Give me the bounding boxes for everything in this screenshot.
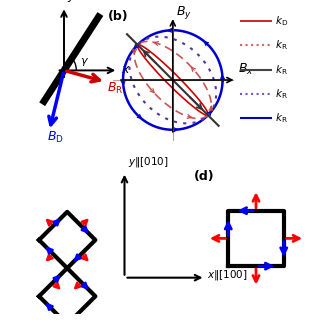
Text: $k_{\rm R}$: $k_{\rm R}$ — [275, 111, 288, 125]
Text: $B_x$: $B_x$ — [237, 62, 253, 77]
Text: (b): (b) — [108, 10, 129, 23]
Text: (d): (d) — [194, 170, 215, 182]
Text: $B_y$: $B_y$ — [176, 4, 192, 21]
Text: $k_{\rm R}$: $k_{\rm R}$ — [275, 38, 288, 52]
Text: $B_{\rm R}$: $B_{\rm R}$ — [107, 81, 124, 96]
Text: $\gamma$: $\gamma$ — [80, 56, 89, 68]
Text: $x$: $x$ — [121, 63, 131, 76]
Text: $B_{\rm D}$: $B_{\rm D}$ — [47, 130, 64, 145]
Text: $k_{\rm R}$: $k_{\rm R}$ — [275, 87, 288, 101]
Text: $k_{\rm D}$: $k_{\rm D}$ — [275, 14, 288, 28]
Text: $y$: $y$ — [67, 0, 77, 4]
Text: $x\|[100]$: $x\|[100]$ — [207, 268, 247, 282]
Text: $k_{\rm R}$: $k_{\rm R}$ — [275, 63, 288, 77]
Text: $y\|[010]$: $y\|[010]$ — [128, 156, 169, 169]
